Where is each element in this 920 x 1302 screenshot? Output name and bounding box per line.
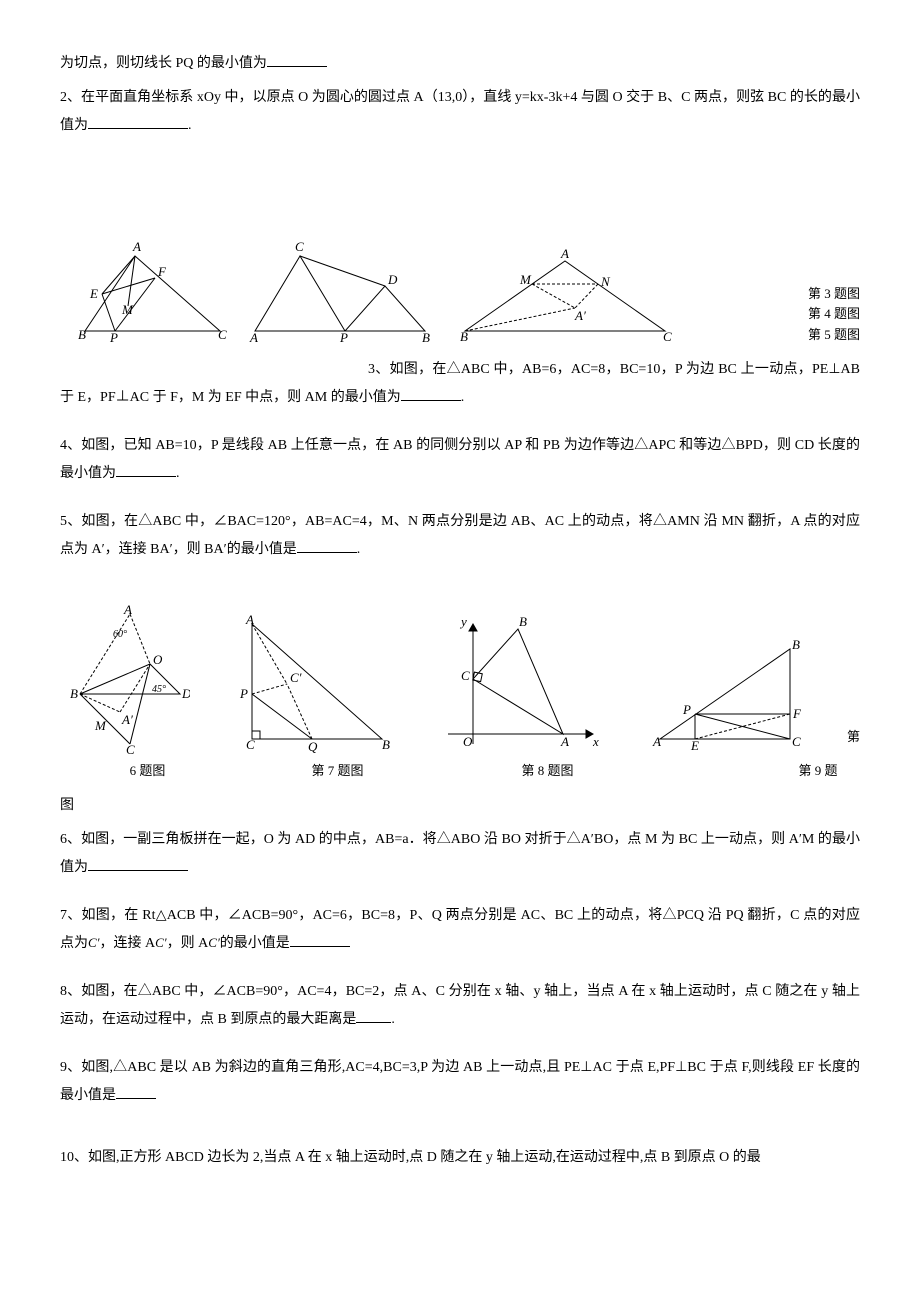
blank xyxy=(88,856,188,871)
svg-text:B: B xyxy=(422,330,430,345)
svg-text:O: O xyxy=(463,734,473,749)
question-7: 7、如图，在 Rt△ACB 中，∠ACB=90°，AC=6，BC=8，P、Q 两… xyxy=(60,902,860,958)
text-d: 的最小值是 xyxy=(220,936,290,951)
svg-text:A: A xyxy=(123,604,132,617)
blank xyxy=(297,538,357,553)
svg-text:O: O xyxy=(153,652,163,667)
figure-6: A B C D O A′ M 60° 45° xyxy=(60,604,190,754)
svg-text:E: E xyxy=(89,286,98,301)
svg-text:B: B xyxy=(519,614,527,629)
label-3: 第 3 题图 xyxy=(808,284,860,305)
svg-text:M: M xyxy=(519,272,532,287)
blank xyxy=(267,52,327,67)
trailing-label: 第 xyxy=(847,724,860,750)
svg-text:F: F xyxy=(157,264,167,279)
question-8: 8、如图，在△ABC 中，∠ACB=90°，AC=4，BC=2，点 A、C 分别… xyxy=(60,978,860,1034)
svg-text:P: P xyxy=(109,330,118,345)
svg-text:D: D xyxy=(181,686,190,701)
svg-text:C: C xyxy=(126,742,135,754)
blank xyxy=(290,932,350,947)
svg-text:P: P xyxy=(682,702,691,717)
figure-row-1: A B C P E F M A P B C D A B C M N xyxy=(60,236,860,346)
svg-text:C: C xyxy=(792,734,801,749)
svg-text:P: P xyxy=(339,330,348,345)
text-b: ，连接 A xyxy=(100,936,156,951)
svg-text:B: B xyxy=(78,327,86,342)
figure-7: A C B P Q C′ xyxy=(232,614,392,754)
svg-text:P: P xyxy=(239,686,248,701)
svg-text:F: F xyxy=(792,706,802,721)
text-c: ，则 A xyxy=(167,936,209,951)
svg-text:B: B xyxy=(460,329,468,344)
text: 4、如图，已知 AB=10，P 是线段 AB 上任意一点，在 AB 的同侧分别以… xyxy=(60,438,860,481)
figure-8: O x y A C B xyxy=(433,614,603,754)
svg-text:E: E xyxy=(690,738,699,753)
text: 10、如图,正方形 ABCD 边长为 2,当点 A 在 x 轴上运动时,点 D … xyxy=(60,1150,761,1165)
text: 5、如图，在△ABC 中，∠BAC=120°，AB=AC=4，M、N 两点分别是… xyxy=(60,514,860,557)
blank xyxy=(116,1084,156,1099)
svg-text:A: A xyxy=(560,246,569,261)
svg-text:C: C xyxy=(461,668,470,683)
svg-text:C′: C′ xyxy=(290,670,302,685)
figure-row-2: A B C D O A′ M 60° 45° A C B P Q C′ xyxy=(60,604,860,754)
svg-text:C: C xyxy=(663,329,672,344)
blank xyxy=(116,462,176,477)
svg-text:C: C xyxy=(295,239,304,254)
label-5: 第 5 题图 xyxy=(808,325,860,346)
question-2: 2、在平面直角坐标系 xOy 中，以原点 O 为圆心的圆过点 A（13,0），直… xyxy=(60,84,860,140)
blank xyxy=(356,1008,391,1023)
svg-text:A: A xyxy=(132,239,141,254)
svg-text:A: A xyxy=(245,614,254,627)
figure-row-2-captions: 6 题图 第 7 题图 第 8 题图 第 9 题 xyxy=(60,758,860,784)
blank xyxy=(88,114,188,129)
cprime3: C′ xyxy=(208,935,220,950)
svg-text:A′: A′ xyxy=(574,308,586,323)
caption-7: 第 7 题图 xyxy=(258,758,418,784)
svg-text:A: A xyxy=(249,330,258,345)
figure-4: A P B C D xyxy=(240,236,440,346)
svg-text:B: B xyxy=(382,737,390,752)
svg-text:A: A xyxy=(652,734,661,749)
cprime2: C′ xyxy=(155,935,167,950)
svg-text:C: C xyxy=(246,737,255,752)
figure-3: A B C P E F M xyxy=(60,236,230,346)
question-intro-tail: 为切点，则切线长 PQ 的最小值为 xyxy=(60,50,860,78)
figure-9: A C B P F E xyxy=(645,634,805,754)
figure-5: A B C M N A′ xyxy=(450,246,680,346)
text: 为切点，则切线长 PQ 的最小值为 xyxy=(60,56,267,71)
cprime1: C′ xyxy=(88,935,100,950)
question-3: 3、如图，在△ABC 中，AB=6，AC=8，BC=10，P 为边 BC 上一动… xyxy=(60,356,860,412)
text: 8、如图，在△ABC 中，∠ACB=90°，AC=4，BC=2，点 A、C 分别… xyxy=(60,984,860,1027)
svg-text:A: A xyxy=(560,734,569,749)
blank xyxy=(401,386,461,401)
figure-tu: 图 xyxy=(60,792,860,820)
question-6: 6、如图，一副三角板拼在一起，O 为 AD 的中点，AB=a．将△ABO 沿 B… xyxy=(60,826,860,882)
caption-8: 第 8 题图 xyxy=(463,758,633,784)
svg-text:M: M xyxy=(94,718,107,733)
svg-text:Q: Q xyxy=(308,739,318,754)
caption-6: 6 题图 xyxy=(83,758,213,784)
svg-text:45°: 45° xyxy=(152,684,166,695)
svg-text:B: B xyxy=(792,637,800,652)
label-4: 第 4 题图 xyxy=(808,304,860,325)
question-10: 10、如图,正方形 ABCD 边长为 2,当点 A 在 x 轴上运动时,点 D … xyxy=(60,1144,860,1172)
question-5: 5、如图，在△ABC 中，∠BAC=120°，AB=AC=4，M、N 两点分别是… xyxy=(60,508,860,564)
svg-text:x: x xyxy=(592,734,599,749)
svg-text:D: D xyxy=(387,272,398,287)
svg-text:y: y xyxy=(459,614,467,629)
figure-row-1-labels: 第 3 题图 第 4 题图 第 5 题图 xyxy=(808,284,860,346)
svg-text:60°: 60° xyxy=(113,629,127,640)
svg-text:C: C xyxy=(218,327,227,342)
question-4: 4、如图，已知 AB=10，P 是线段 AB 上任意一点，在 AB 的同侧分别以… xyxy=(60,432,860,488)
svg-text:A′: A′ xyxy=(121,712,133,727)
question-9: 9、如图,△ABC 是以 AB 为斜边的直角三角形,AC=4,BC=3,P 为边… xyxy=(60,1054,860,1110)
svg-text:M: M xyxy=(121,302,134,317)
text: 9、如图,△ABC 是以 AB 为斜边的直角三角形,AC=4,BC=3,P 为边… xyxy=(60,1060,860,1103)
svg-text:N: N xyxy=(600,274,611,289)
svg-text:B: B xyxy=(70,686,78,701)
caption-9: 第 9 题 xyxy=(678,758,838,784)
